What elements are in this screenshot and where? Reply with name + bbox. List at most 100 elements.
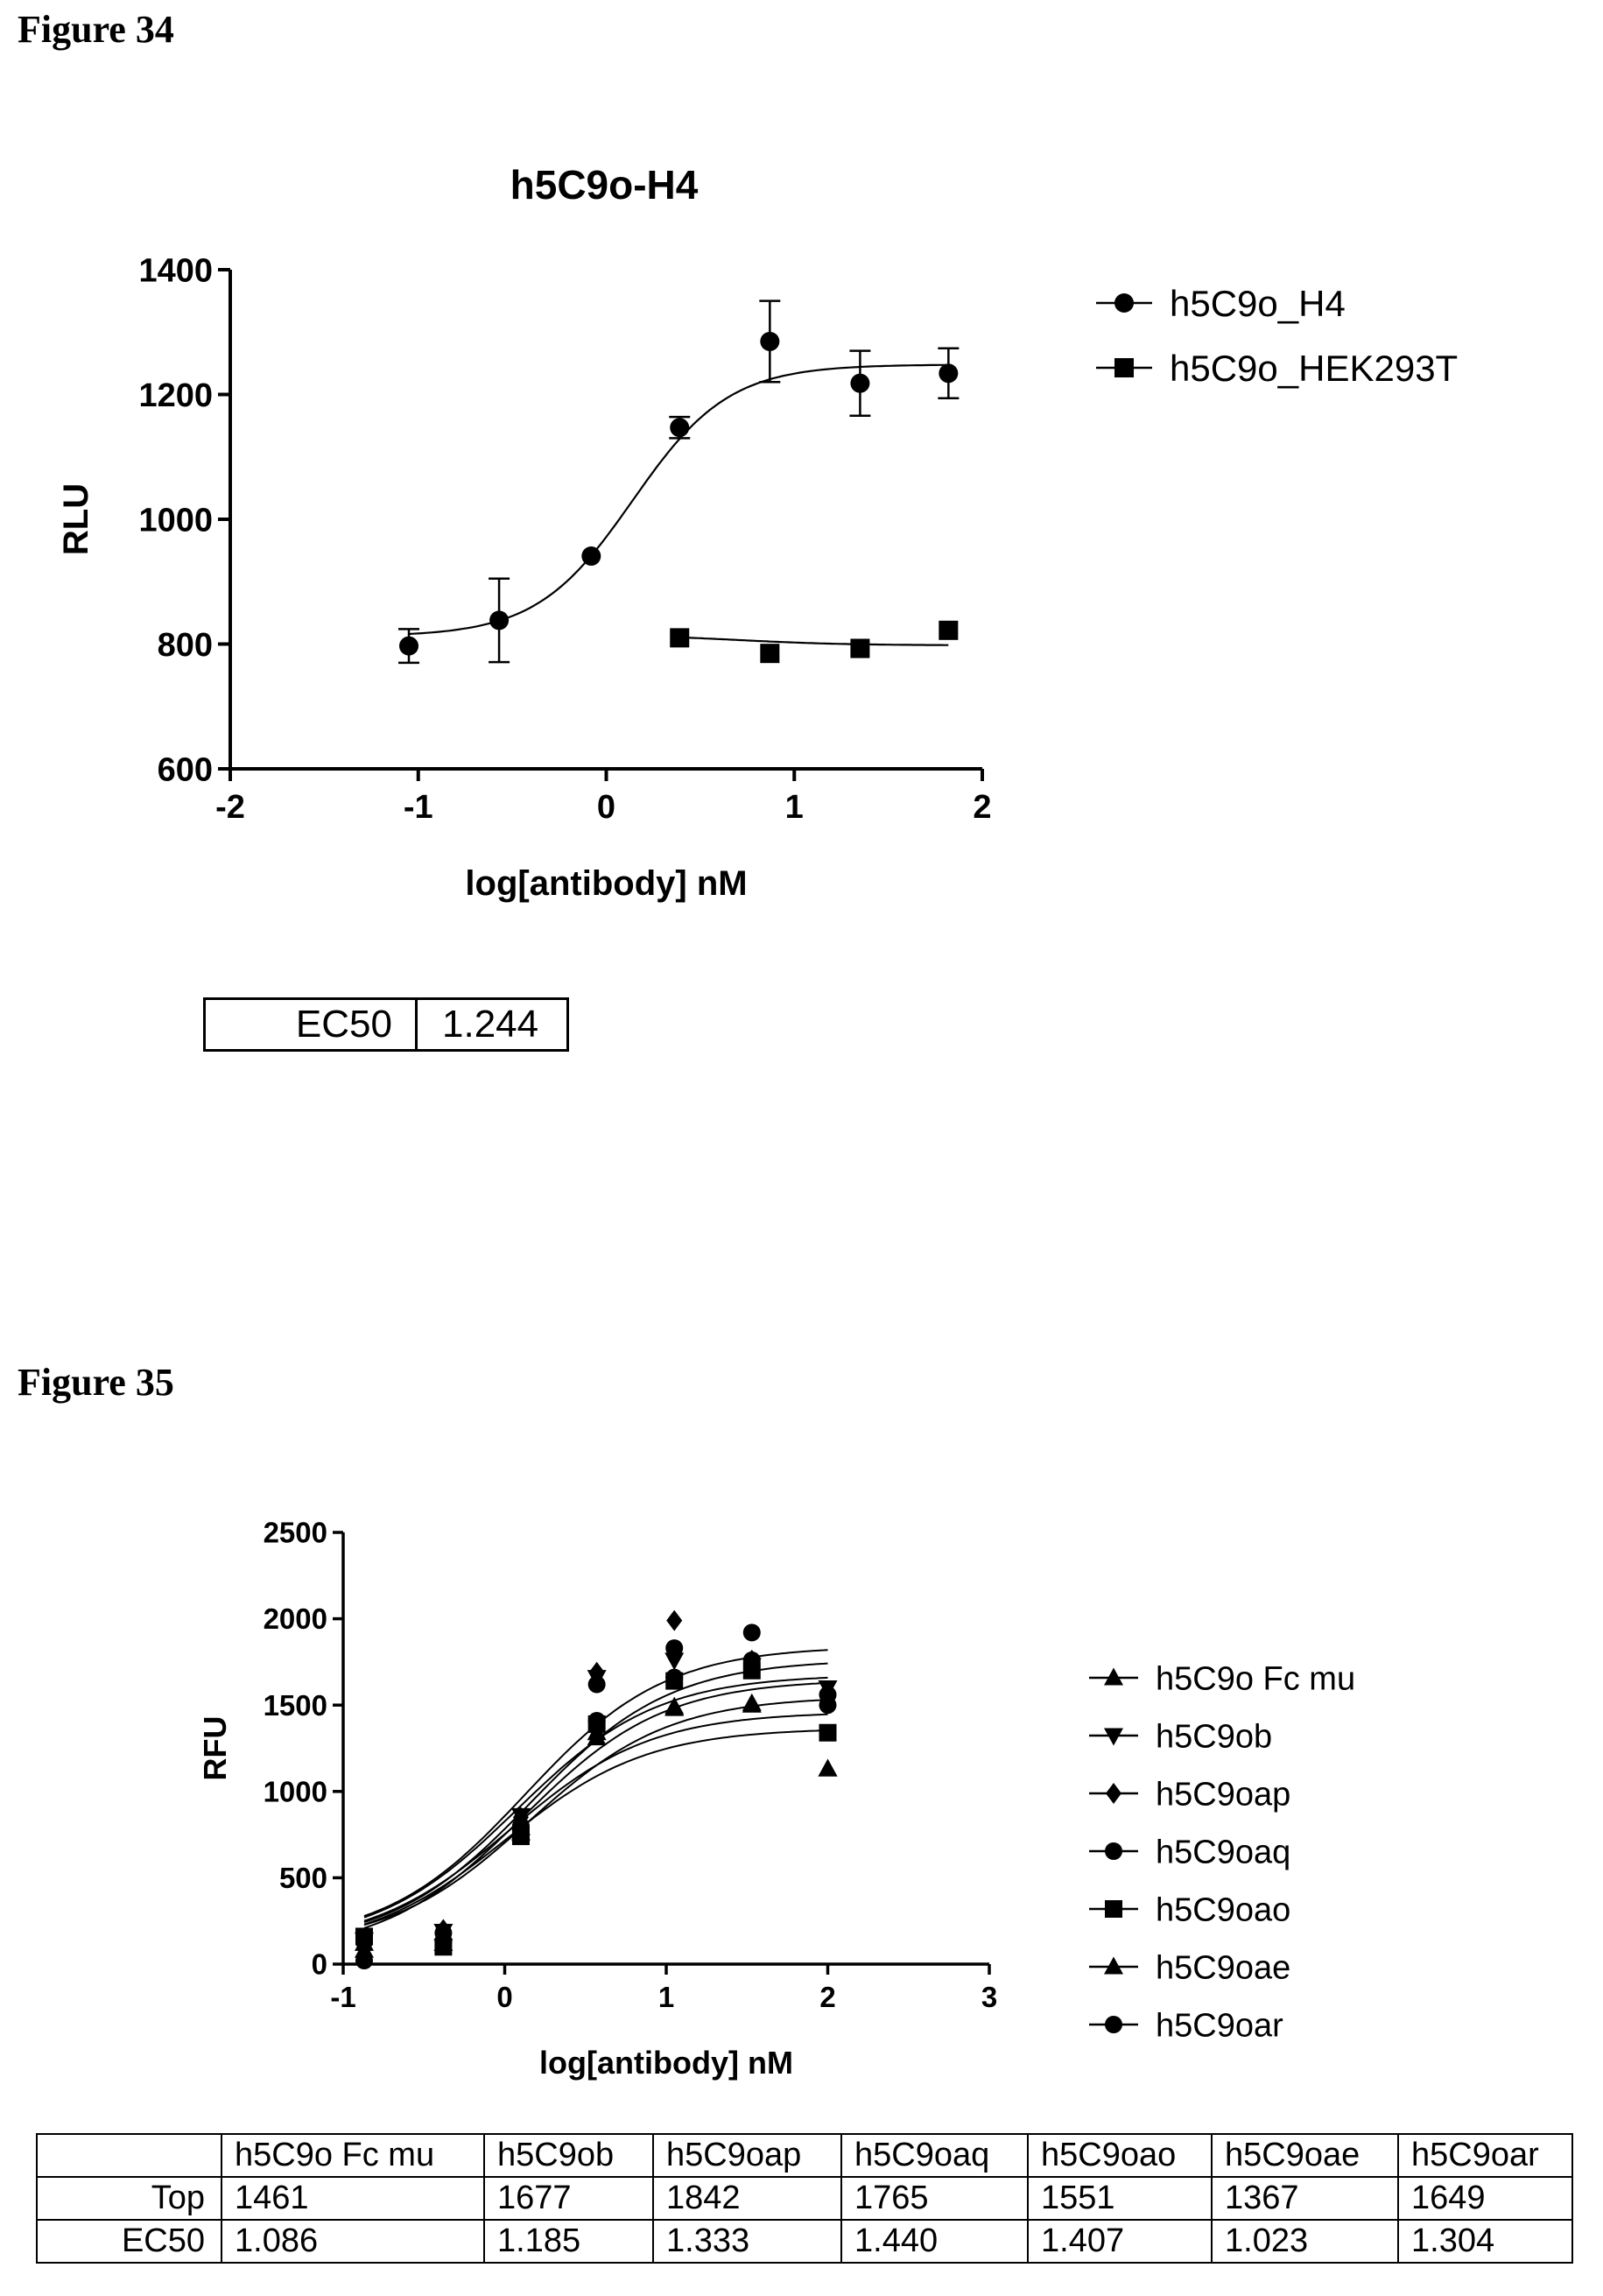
legend-marker [1105,1842,1122,1860]
table-cell: 1.023 [1211,2219,1399,2264]
data-point [818,1758,838,1777]
x-tick-label: 0 [496,1981,512,2013]
y-tick-label: 2500 [264,1517,327,1549]
legend-marker [1114,358,1134,377]
data-point [665,1668,684,1687]
data-point [819,1696,837,1715]
legend-marker [1104,1667,1123,1686]
table-cell: 1551 [1027,2176,1213,2221]
table-cell: 1765 [840,2176,1029,2221]
x-tick-label: 1 [658,1981,674,2013]
data-point [760,644,780,664]
fit-curve [679,636,949,646]
data-point [939,620,959,640]
legend-label: h5C9o_H4 [1170,283,1346,324]
table-cell: 1842 [652,2176,842,2221]
y-tick-label: 2000 [264,1602,327,1635]
figure-35-label: Figure 35 [18,1361,174,1404]
y-tick-label: 1500 [264,1689,327,1722]
legend-marker [1104,1956,1123,1975]
table-row-label: Top [36,2176,222,2221]
table-header-cell: h5C9o Fc mu [221,2133,485,2178]
data-point [939,363,959,384]
y-tick-label: 1400 [138,252,213,289]
fit-curve [363,1681,828,1929]
legend-label: h5C9oar [1156,2008,1283,2045]
data-point [666,1609,683,1631]
table-header-cell: h5C9oae [1211,2133,1399,2178]
table-cell: 1649 [1397,2176,1573,2221]
ec50-box: EC50 1.244 [203,997,569,1052]
chart-figure-34: 600 800 1000 1200 1400 -2 -1 0 1 2 h5C9o-H4 log[ant… [57,162,1458,903]
legend-label: h5C9o Fc mu [1156,1661,1355,1698]
x-axis-label: log[antibody] nM [465,864,747,903]
x-tick-label: 1 [785,789,804,826]
table-cell: 1.440 [840,2219,1029,2264]
y-tick-label: 1000 [264,1775,327,1807]
table-header-row: h5C9o Fc mu h5C9ob h5C9oap h5C9oaq h5C9o… [36,2133,1573,2178]
table-cell: 1.086 [221,2219,485,2264]
y-tick-label: 1000 [138,502,213,539]
y-tick-label: 600 [158,751,213,788]
figure-34-label: Figure 34 [18,8,174,51]
data-point [581,546,601,567]
y-axis-label: RFU [197,1716,233,1781]
data-point [399,636,419,656]
data-point [742,1623,761,1642]
x-tick-label: 0 [597,789,615,826]
x-tick-label: -2 [215,789,245,826]
data-point [819,1723,837,1742]
table-cell: 1.304 [1397,2219,1573,2264]
table-cell: 1367 [1211,2176,1399,2221]
legend-marker [1105,1900,1122,1918]
data-point [511,1819,530,1837]
data-point [434,1933,453,1951]
legend-label: h5C9oaq [1156,1835,1290,1871]
table-cell: 1461 [221,2176,485,2221]
table-header-cell [36,2133,222,2178]
x-tick-label: -1 [330,1981,355,2013]
table-header-cell: h5C9oar [1397,2133,1573,2178]
legend-label: h5C9oae [1156,1950,1290,1987]
fit-curve [363,1662,828,1924]
data-point [850,638,870,659]
y-tick-label: 500 [279,1862,327,1894]
legend-marker [1104,1728,1123,1746]
x-tick-label: -1 [404,789,433,826]
data-point [760,331,780,351]
table-cell: 1.407 [1027,2219,1213,2264]
legend-label: h5C9o_HEK293T [1170,348,1458,389]
fit-curve [363,1729,828,1926]
legend-label: h5C9oao [1156,1892,1290,1929]
x-tick-label: 2 [973,789,991,826]
table-row-label: EC50 [36,2219,222,2264]
table-row: Top 1461 1677 1842 1765 1551 1367 1649 [36,2176,1573,2221]
table-cell: 1677 [483,2176,654,2221]
data-point [670,418,690,438]
table-row: EC50 1.086 1.185 1.333 1.440 1.407 1.023… [36,2219,1573,2264]
ec50-label: EC50 [206,1000,418,1049]
data-point [587,1728,607,1746]
data-point [489,610,510,630]
data-point [665,1639,684,1658]
legend-label: h5C9oap [1156,1777,1290,1814]
ec50-value: 1.244 [442,1003,539,1046]
data-point [664,1652,685,1671]
data-point [587,1711,606,1729]
legend-marker [1114,293,1134,313]
table-header-cell: h5C9oap [652,2133,842,2178]
x-tick-label: 2 [819,1981,835,2013]
legend-marker [1105,2016,1122,2033]
data-point [742,1651,761,1669]
figure-35-table: h5C9o Fc mu h5C9ob h5C9oap h5C9oaq h5C9o… [36,2133,1573,2264]
table-header-cell: h5C9ob [483,2133,654,2178]
chart-title: h5C9o-H4 [510,162,699,208]
data-point [670,628,690,648]
y-tick-label: 1200 [138,377,213,414]
y-tick-label: 800 [158,627,213,664]
y-axis-label: RLU [57,483,95,555]
data-point [850,373,870,393]
x-axis-label: log[antibody] nM [539,2045,793,2081]
x-tick-label: 3 [981,1981,997,2013]
